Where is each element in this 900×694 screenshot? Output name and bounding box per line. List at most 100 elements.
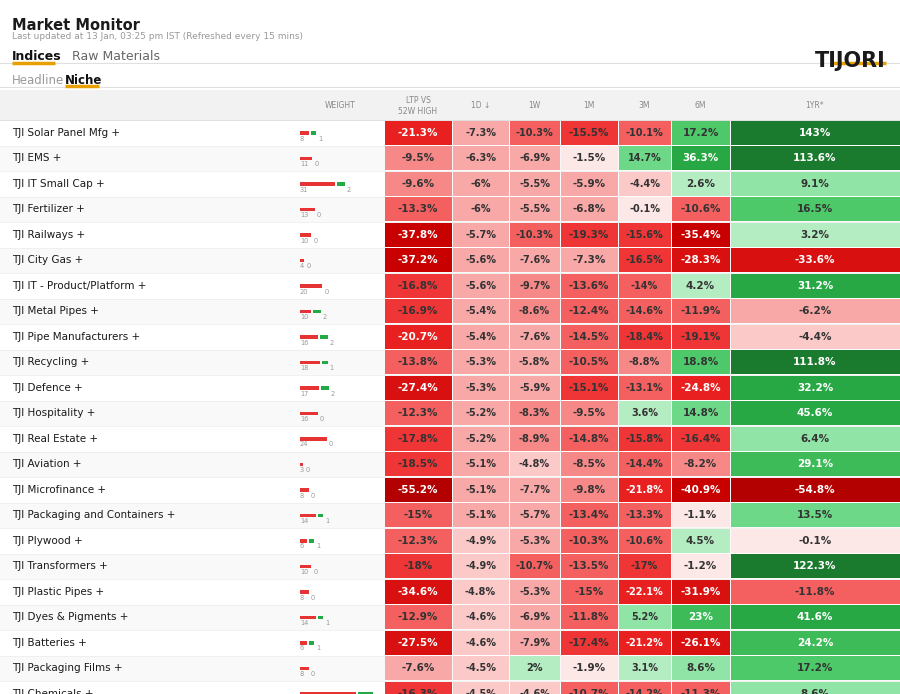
Bar bbox=[453, 375, 508, 400]
Bar bbox=[731, 223, 899, 246]
Bar bbox=[618, 197, 670, 221]
Bar bbox=[731, 555, 899, 578]
Text: 20: 20 bbox=[300, 289, 309, 294]
Bar bbox=[731, 248, 899, 272]
Bar bbox=[0, 452, 900, 477]
Text: -9.6%: -9.6% bbox=[401, 179, 435, 189]
Bar bbox=[671, 146, 730, 170]
Text: 8: 8 bbox=[300, 595, 304, 600]
Text: -1.1%: -1.1% bbox=[684, 510, 717, 520]
Bar bbox=[671, 605, 730, 629]
Text: 14.8%: 14.8% bbox=[682, 408, 719, 418]
Text: 2.6%: 2.6% bbox=[686, 179, 715, 189]
Bar bbox=[618, 477, 670, 502]
Bar bbox=[561, 631, 617, 654]
Text: -19.1%: -19.1% bbox=[680, 332, 721, 341]
Bar bbox=[561, 427, 617, 450]
Text: 8.6%: 8.6% bbox=[800, 688, 830, 694]
Bar bbox=[561, 605, 617, 629]
Text: 16: 16 bbox=[300, 339, 309, 346]
Bar bbox=[453, 223, 508, 246]
Bar bbox=[318, 616, 323, 619]
Text: -16.8%: -16.8% bbox=[398, 281, 438, 291]
Text: WEIGHT: WEIGHT bbox=[325, 101, 356, 110]
Text: TJI Pipe Manufacturers +: TJI Pipe Manufacturers + bbox=[12, 332, 140, 341]
Bar bbox=[671, 631, 730, 654]
Text: -37.2%: -37.2% bbox=[398, 255, 438, 265]
Text: -11.9%: -11.9% bbox=[680, 306, 721, 316]
Text: -40.9%: -40.9% bbox=[680, 484, 721, 495]
Text: -4.9%: -4.9% bbox=[465, 561, 496, 571]
Text: TJI Dyes & Pigments +: TJI Dyes & Pigments + bbox=[12, 612, 129, 623]
Text: -34.6%: -34.6% bbox=[398, 586, 438, 597]
Bar bbox=[300, 514, 316, 517]
Text: -8.8%: -8.8% bbox=[629, 357, 660, 367]
Text: TJI Aviation +: TJI Aviation + bbox=[12, 459, 82, 469]
Bar bbox=[671, 503, 730, 527]
Bar bbox=[731, 682, 899, 694]
Text: -10.6%: -10.6% bbox=[626, 536, 663, 545]
Text: 0: 0 bbox=[313, 569, 318, 575]
Text: 143%: 143% bbox=[799, 128, 832, 137]
Text: -5.3%: -5.3% bbox=[519, 536, 550, 545]
Bar bbox=[0, 273, 900, 298]
Bar bbox=[731, 657, 899, 680]
Bar bbox=[453, 631, 508, 654]
Text: TJI IT Small Cap +: TJI IT Small Cap + bbox=[12, 179, 104, 189]
Bar bbox=[731, 350, 899, 374]
Bar bbox=[453, 401, 508, 425]
Bar bbox=[320, 335, 328, 339]
Text: -5.4%: -5.4% bbox=[465, 332, 496, 341]
Bar bbox=[384, 325, 452, 348]
Bar bbox=[561, 401, 617, 425]
Text: -5.9%: -5.9% bbox=[572, 179, 606, 189]
Text: 3.1%: 3.1% bbox=[631, 663, 658, 673]
Text: 9.1%: 9.1% bbox=[801, 179, 830, 189]
Text: -27.5%: -27.5% bbox=[398, 638, 438, 648]
Bar bbox=[0, 554, 900, 579]
Text: -13.5%: -13.5% bbox=[569, 561, 609, 571]
Text: -17.4%: -17.4% bbox=[569, 638, 609, 648]
Text: -5.9%: -5.9% bbox=[519, 383, 550, 393]
Text: Niche: Niche bbox=[65, 74, 103, 87]
Text: -7.3%: -7.3% bbox=[572, 255, 606, 265]
Bar bbox=[671, 197, 730, 221]
Text: 2: 2 bbox=[323, 314, 328, 320]
Text: 1D ↓: 1D ↓ bbox=[471, 101, 491, 110]
Bar bbox=[731, 172, 899, 196]
Text: -13.1%: -13.1% bbox=[626, 383, 663, 393]
Bar bbox=[731, 299, 899, 323]
Text: 0: 0 bbox=[314, 161, 319, 167]
Bar bbox=[618, 555, 670, 578]
Bar bbox=[509, 427, 560, 450]
Bar bbox=[300, 258, 304, 262]
Text: -5.2%: -5.2% bbox=[465, 408, 496, 418]
Text: -16.4%: -16.4% bbox=[680, 434, 721, 443]
Text: 2%: 2% bbox=[526, 663, 543, 673]
Text: 3.6%: 3.6% bbox=[631, 408, 658, 418]
Text: -0.1%: -0.1% bbox=[629, 204, 660, 214]
Bar bbox=[0, 400, 900, 426]
Bar bbox=[453, 146, 508, 170]
Text: 8: 8 bbox=[300, 135, 304, 142]
Text: 0: 0 bbox=[313, 237, 318, 244]
Bar bbox=[561, 197, 617, 221]
Bar bbox=[509, 375, 560, 400]
Text: -7.6%: -7.6% bbox=[401, 663, 435, 673]
Text: -5.4%: -5.4% bbox=[465, 306, 496, 316]
Text: -6%: -6% bbox=[470, 179, 490, 189]
Bar bbox=[618, 401, 670, 425]
Text: 10: 10 bbox=[300, 237, 309, 244]
Text: -5.3%: -5.3% bbox=[519, 586, 550, 597]
Text: -6.3%: -6.3% bbox=[465, 153, 496, 163]
Text: -19.3%: -19.3% bbox=[569, 230, 609, 239]
Text: TJI Plywood +: TJI Plywood + bbox=[12, 536, 83, 545]
Text: -10.7%: -10.7% bbox=[516, 561, 554, 571]
Text: -18.4%: -18.4% bbox=[626, 332, 663, 341]
Bar bbox=[509, 605, 560, 629]
Text: 0: 0 bbox=[324, 289, 328, 294]
Bar bbox=[0, 298, 900, 324]
Text: -14.4%: -14.4% bbox=[626, 459, 663, 469]
Text: -1.5%: -1.5% bbox=[572, 153, 606, 163]
Text: 41.6%: 41.6% bbox=[796, 612, 833, 623]
